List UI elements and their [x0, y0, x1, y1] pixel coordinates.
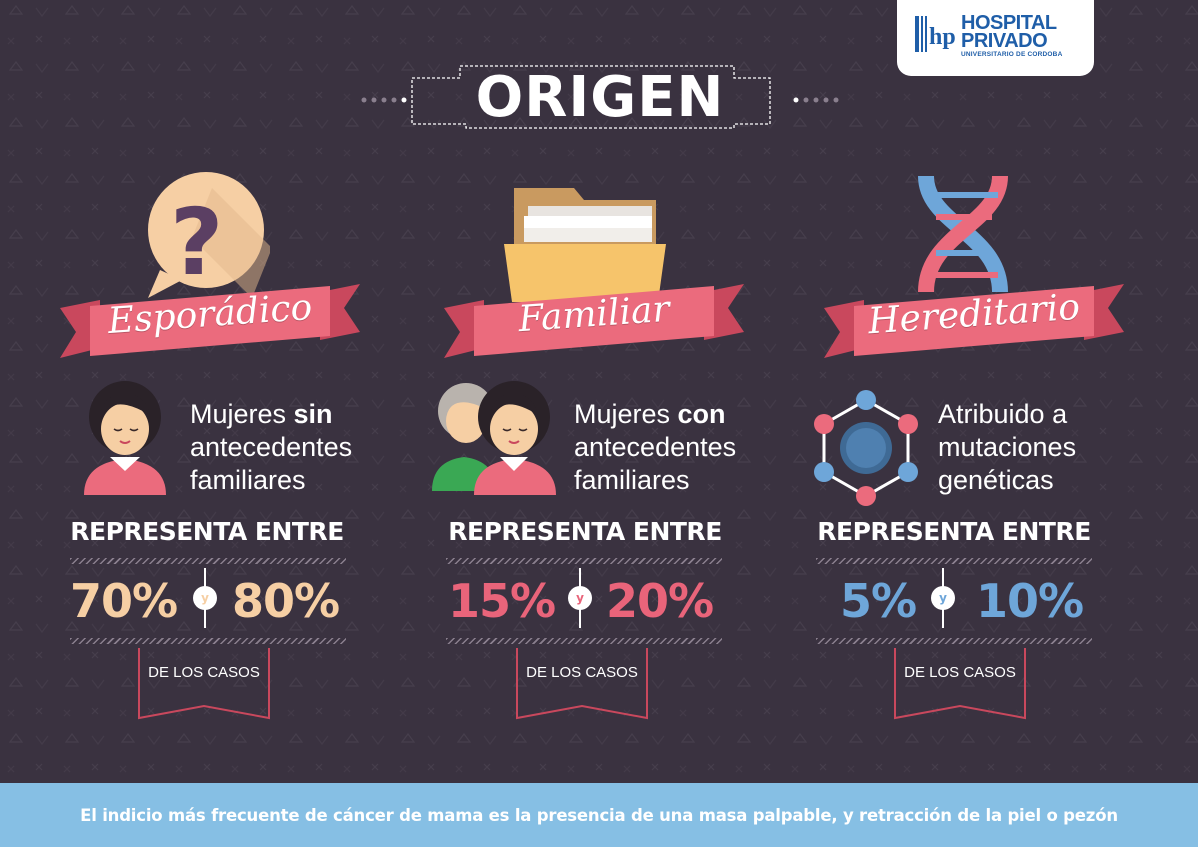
desc-line-3: familiares: [574, 465, 690, 495]
hatch-divider-bottom: [446, 638, 722, 644]
question-bubble-icon: ?: [148, 172, 270, 298]
conjunction-badge: y: [931, 586, 955, 610]
desc-line-2: antecedentes: [574, 432, 737, 462]
background-pattern: [0, 0, 1198, 783]
hatch-divider-top: [70, 558, 346, 564]
hatch-divider-bottom: [70, 638, 346, 644]
folder-icon: [504, 188, 666, 302]
desc-line-3: familiares: [190, 465, 306, 495]
casos-banner: [894, 648, 1026, 720]
casos-banner: [138, 648, 270, 720]
logo-line-2: PRIVADO: [961, 30, 1048, 52]
ribbon-familiar: [444, 284, 744, 358]
desc-line-2: mutaciones: [938, 432, 1077, 462]
ribbon-hereditario: [824, 284, 1124, 358]
hospital-logo: hp HOSPITAL PRIVADO UNIVERSITARIO DE COR…: [897, 0, 1094, 76]
hatch-divider-bottom: [816, 638, 1092, 644]
casos-label: DE LOS CASOS: [148, 664, 260, 681]
svg-text:hp: hp: [929, 24, 955, 50]
ribbon-esporadico: [60, 284, 360, 358]
column-hereditario: Hereditario Atribuido a mutaciones genét…: [800, 170, 1198, 730]
footer-banner: El indicio más frecuente de cáncer de ma…: [0, 783, 1198, 847]
footer-text: El indicio más frecuente de cáncer de ma…: [80, 805, 1118, 825]
dna-icon: [918, 175, 1008, 293]
percent-low: 5%: [840, 574, 917, 628]
hp-logo-icon: hp: [915, 16, 955, 52]
description-familiar: Mujeres con antecedentes familiares: [574, 398, 736, 497]
woman-avatar-icon: [84, 381, 166, 495]
desc-bold: sin: [293, 399, 333, 429]
column-familiar: Familiar Mujeres con antecedentes famili…: [430, 170, 830, 730]
percent-low: 70%: [70, 574, 178, 628]
title-frame: [361, 65, 839, 129]
molecule-icon: [814, 390, 918, 506]
casos-banner: [516, 648, 648, 720]
two-women-avatar-icon: [432, 381, 556, 495]
svg-text:?: ?: [170, 189, 223, 296]
description-hereditario: Atribuido a mutaciones genéticas: [938, 398, 1076, 497]
percent-high: 20%: [606, 574, 714, 628]
hatch-divider-top: [446, 558, 722, 564]
hatch-divider-top: [816, 558, 1092, 564]
represent-label: REPRESENTA ENTRE: [817, 517, 1091, 546]
percent-high: 10%: [976, 574, 1084, 628]
column-esporadico: ? Esporádico Mujeres sin antecedentes fa…: [50, 170, 450, 730]
title-banner: ORIGEN: [360, 62, 840, 134]
casos-label: DE LOS CASOS: [526, 664, 638, 681]
conjunction-badge: y: [568, 586, 592, 610]
conjunction-badge: y: [193, 586, 217, 610]
percent-low: 15%: [448, 574, 556, 628]
desc-line-1: Atribuido a: [938, 399, 1068, 429]
represent-label: REPRESENTA ENTRE: [448, 517, 722, 546]
desc-line-3: genéticas: [938, 465, 1054, 495]
logo-line-1: HOSPITAL: [961, 12, 1057, 34]
logo-subtitle: UNIVERSITARIO DE CORDOBA: [961, 51, 1063, 58]
represent-label: REPRESENTA ENTRE: [70, 517, 344, 546]
desc-line-2: antecedentes: [190, 432, 353, 462]
percent-high: 80%: [232, 574, 340, 628]
desc-bold: con: [677, 399, 726, 429]
description-esporadico: Mujeres sin antecedentes familiares: [190, 398, 352, 497]
desc-pre: Mujeres: [574, 399, 678, 429]
desc-pre: Mujeres: [190, 399, 294, 429]
page-title: ORIGEN: [475, 65, 725, 130]
casos-label: DE LOS CASOS: [904, 664, 1016, 681]
